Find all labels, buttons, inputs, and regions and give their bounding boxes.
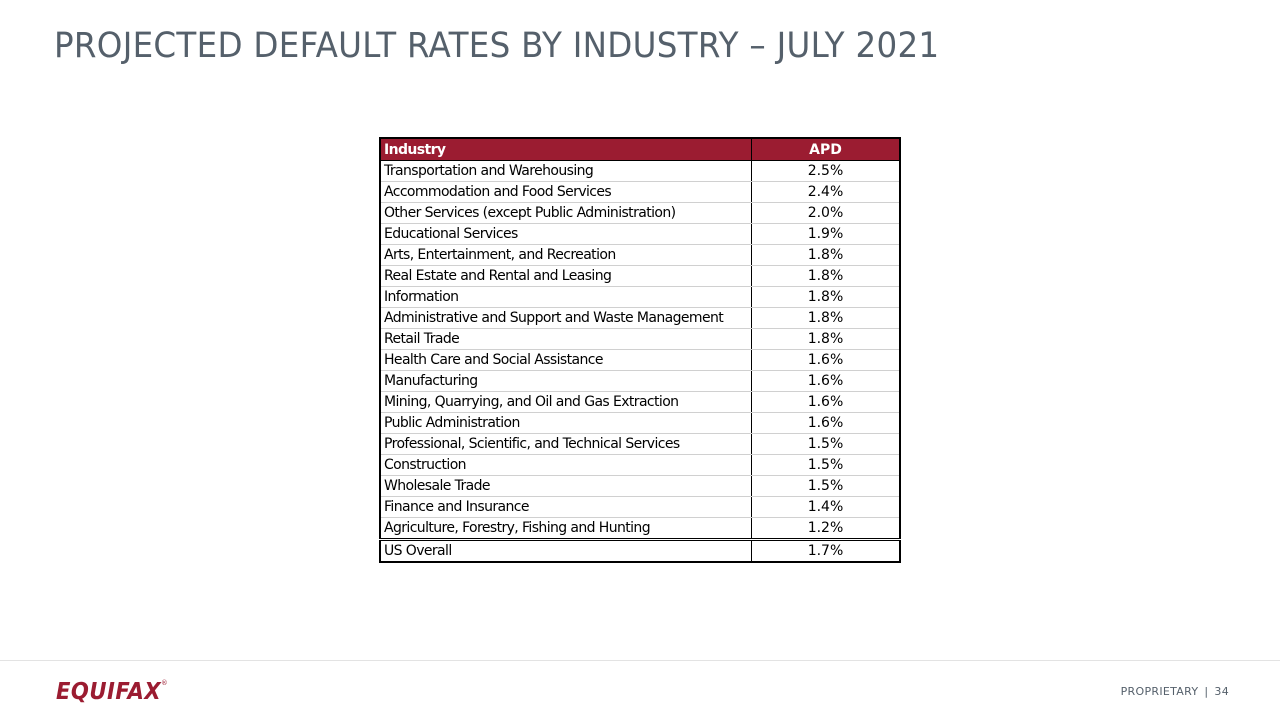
industry-cell: Other Services (except Public Administra… [380, 202, 752, 224]
table-row: Professional, Scientific, and Technical … [380, 433, 900, 455]
industry-cell: Mining, Quarrying, and Oil and Gas Extra… [380, 391, 752, 413]
industry-cell: Accommodation and Food Services [380, 181, 752, 203]
logo-text: EQUIFAX [56, 679, 162, 705]
industry-cell: Public Administration [380, 412, 752, 434]
industry-cell: Real Estate and Rental and Leasing [380, 265, 752, 287]
total-label-cell: US Overall [380, 538, 752, 562]
industry-cell: Transportation and Warehousing [380, 160, 752, 182]
apd-cell: 1.5% [751, 475, 900, 497]
apd-cell: 1.5% [751, 433, 900, 455]
registered-mark: ® [161, 679, 169, 687]
industry-table-container: Industry APD Transportation and Warehous… [379, 137, 901, 563]
total-row: US Overall 1.7% [380, 538, 900, 562]
industry-cell: Wholesale Trade [380, 475, 752, 497]
apd-cell: 2.0% [751, 202, 900, 224]
header-apd: APD [751, 138, 900, 161]
page-title: PROJECTED DEFAULT RATES BY INDUSTRY – JU… [54, 26, 940, 66]
apd-cell: 1.8% [751, 307, 900, 329]
apd-cell: 1.2% [751, 517, 900, 540]
footer-divider [0, 660, 1280, 661]
table-row: Construction 1.5% [380, 454, 900, 476]
apd-cell: 1.5% [751, 454, 900, 476]
table-row: Retail Trade 1.8% [380, 328, 900, 350]
industry-cell: Professional, Scientific, and Technical … [380, 433, 752, 455]
table-row: Information 1.8% [380, 286, 900, 308]
apd-cell: 1.8% [751, 265, 900, 287]
industry-cell: Arts, Entertainment, and Recreation [380, 244, 752, 266]
apd-cell: 1.4% [751, 496, 900, 518]
industry-cell: Educational Services [380, 223, 752, 245]
table-row: Manufacturing 1.6% [380, 370, 900, 392]
apd-cell: 1.8% [751, 286, 900, 308]
industry-cell: Retail Trade [380, 328, 752, 350]
table-row: Other Services (except Public Administra… [380, 202, 900, 224]
industry-cell: Manufacturing [380, 370, 752, 392]
table-row: Finance and Insurance 1.4% [380, 496, 900, 518]
industry-table: Industry APD Transportation and Warehous… [379, 137, 901, 563]
total-apd-cell: 1.7% [751, 538, 900, 562]
table-row: Real Estate and Rental and Leasing 1.8% [380, 265, 900, 287]
table-row: Wholesale Trade 1.5% [380, 475, 900, 497]
header-industry: Industry [380, 138, 752, 161]
industry-cell: Finance and Insurance [380, 496, 752, 518]
footer-separator: | [1204, 685, 1209, 698]
table-row: Accommodation and Food Services 2.4% [380, 181, 900, 203]
industry-cell: Information [380, 286, 752, 308]
apd-cell: 1.6% [751, 349, 900, 371]
proprietary-label: PROPRIETARY [1120, 685, 1199, 698]
table-row: Agriculture, Forestry, Fishing and Hunti… [380, 517, 900, 540]
page-number: 34 [1214, 685, 1229, 698]
apd-cell: 2.5% [751, 160, 900, 182]
table-row: Educational Services 1.9% [380, 223, 900, 245]
industry-cell: Construction [380, 454, 752, 476]
table-row: Public Administration 1.6% [380, 412, 900, 434]
table-row: Health Care and Social Assistance 1.6% [380, 349, 900, 371]
table-row: Mining, Quarrying, and Oil and Gas Extra… [380, 391, 900, 413]
apd-cell: 1.6% [751, 370, 900, 392]
apd-cell: 1.6% [751, 391, 900, 413]
apd-cell: 1.9% [751, 223, 900, 245]
table-row: Arts, Entertainment, and Recreation 1.8% [380, 244, 900, 266]
table-header-row: Industry APD [380, 138, 900, 161]
industry-cell: Health Care and Social Assistance [380, 349, 752, 371]
industry-cell: Agriculture, Forestry, Fishing and Hunti… [380, 517, 752, 540]
apd-cell: 1.8% [751, 244, 900, 266]
footer-proprietary: PROPRIETARY | 34 [1121, 685, 1229, 698]
table-row: Transportation and Warehousing 2.5% [380, 160, 900, 182]
apd-cell: 1.8% [751, 328, 900, 350]
industry-cell: Administrative and Support and Waste Man… [380, 307, 752, 329]
equifax-logo: EQUIFAX® [56, 679, 168, 705]
table-row: Administrative and Support and Waste Man… [380, 307, 900, 329]
apd-cell: 2.4% [751, 181, 900, 203]
apd-cell: 1.6% [751, 412, 900, 434]
